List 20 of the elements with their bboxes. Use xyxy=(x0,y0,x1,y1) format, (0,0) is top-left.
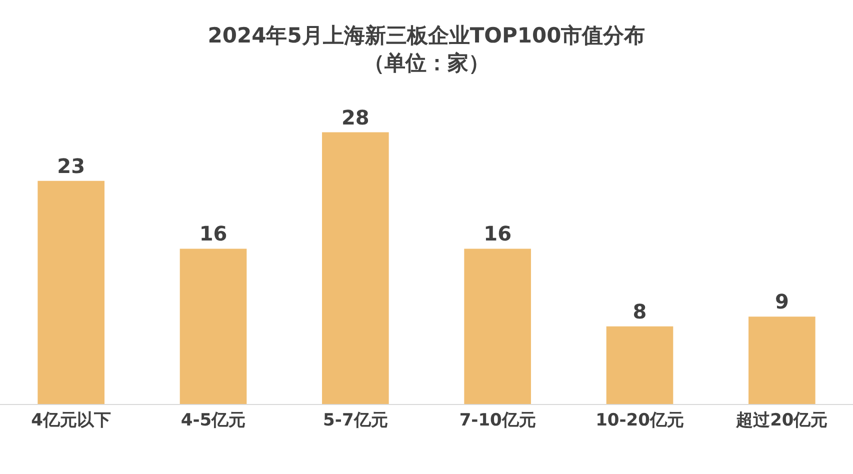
bar xyxy=(38,180,104,404)
chart-subtitle: （单位：家） xyxy=(364,50,490,75)
x-tick-label: 7-10亿元 xyxy=(459,410,536,430)
bar xyxy=(748,316,816,404)
data-label: 9 xyxy=(774,290,789,314)
data-label: 28 xyxy=(342,105,370,130)
x-tick-label: 4-5亿元 xyxy=(180,410,246,430)
bar xyxy=(464,248,531,404)
x-tick-label: 5-7亿元 xyxy=(323,410,388,430)
data-label: 8 xyxy=(632,299,647,324)
chart-title: 2024年5月上海新三板企业TOP100市值分布 xyxy=(208,24,646,48)
data-label: 16 xyxy=(484,222,512,246)
bar xyxy=(180,248,247,404)
bar xyxy=(606,326,674,404)
x-tick-label: 10-20亿元 xyxy=(596,410,684,430)
bar xyxy=(322,132,389,404)
data-label: 23 xyxy=(57,154,85,178)
x-tick-label: 4亿元以下 xyxy=(31,410,111,430)
x-tick-label: 超过20亿元 xyxy=(735,410,828,430)
data-label: 16 xyxy=(199,222,228,246)
